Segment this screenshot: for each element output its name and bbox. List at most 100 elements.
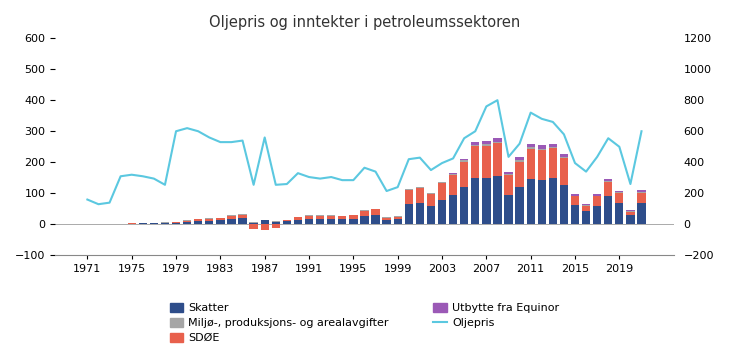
Bar bbox=[471, 142, 480, 145]
Bar bbox=[383, 217, 391, 218]
Bar bbox=[394, 217, 402, 219]
Bar bbox=[161, 222, 169, 223]
Bar bbox=[205, 221, 214, 225]
Bar bbox=[260, 220, 269, 225]
Bar bbox=[294, 217, 302, 220]
Bar bbox=[272, 222, 280, 225]
Bar bbox=[449, 174, 457, 175]
Bar bbox=[626, 210, 634, 211]
Bar bbox=[161, 223, 169, 225]
Bar bbox=[238, 215, 246, 218]
Bar bbox=[471, 146, 480, 178]
Bar bbox=[371, 215, 380, 225]
Bar bbox=[604, 196, 612, 225]
Bar bbox=[615, 203, 623, 225]
Bar bbox=[593, 197, 601, 207]
Bar bbox=[360, 210, 369, 211]
Bar bbox=[227, 219, 235, 225]
Bar bbox=[504, 175, 512, 195]
Bar bbox=[494, 138, 502, 142]
Bar bbox=[172, 223, 180, 225]
Bar bbox=[571, 194, 579, 196]
Bar bbox=[537, 145, 546, 149]
Bar bbox=[272, 225, 280, 228]
Bar bbox=[327, 219, 335, 225]
Bar bbox=[217, 220, 225, 225]
Bar bbox=[571, 196, 579, 197]
Bar bbox=[349, 219, 357, 225]
Bar bbox=[637, 192, 646, 193]
Bar bbox=[604, 183, 612, 196]
Bar bbox=[494, 176, 502, 225]
Bar bbox=[593, 207, 601, 225]
Bar bbox=[571, 204, 579, 225]
Bar bbox=[205, 219, 214, 221]
Bar bbox=[426, 193, 435, 194]
Bar bbox=[549, 178, 557, 225]
Bar bbox=[504, 172, 512, 174]
Bar bbox=[416, 188, 424, 203]
Bar bbox=[305, 215, 313, 216]
Bar bbox=[128, 224, 136, 225]
Bar bbox=[426, 207, 435, 225]
Bar bbox=[637, 190, 646, 192]
Bar bbox=[371, 209, 380, 215]
Bar bbox=[227, 215, 235, 216]
Bar bbox=[139, 223, 147, 225]
Bar bbox=[416, 187, 424, 188]
Bar bbox=[460, 187, 468, 225]
Bar bbox=[482, 145, 491, 178]
Bar bbox=[615, 191, 623, 192]
Bar bbox=[571, 197, 579, 204]
Bar bbox=[260, 225, 269, 230]
Bar bbox=[460, 160, 468, 162]
Bar bbox=[172, 222, 180, 223]
Bar bbox=[560, 185, 568, 225]
Bar bbox=[438, 183, 446, 184]
Bar bbox=[283, 221, 291, 225]
Bar bbox=[338, 219, 346, 225]
Bar bbox=[593, 196, 601, 197]
Bar bbox=[604, 179, 612, 181]
Bar bbox=[405, 190, 413, 204]
Bar bbox=[560, 157, 568, 158]
Bar bbox=[426, 194, 435, 207]
Bar bbox=[504, 195, 512, 225]
Bar bbox=[549, 147, 557, 148]
Bar bbox=[217, 218, 225, 220]
Bar bbox=[338, 216, 346, 219]
Bar bbox=[626, 211, 634, 212]
Bar bbox=[405, 189, 413, 190]
Bar bbox=[526, 179, 535, 225]
Bar bbox=[283, 220, 291, 221]
Bar bbox=[615, 193, 623, 203]
Bar bbox=[394, 219, 402, 225]
Bar bbox=[582, 206, 590, 211]
Bar bbox=[438, 181, 446, 183]
Bar bbox=[460, 162, 468, 187]
Legend: Skatter, Miljø-, produksjons- og arealavgifter, SDØE, Utbytte fra Equinor, Oljep: Skatter, Miljø-, produksjons- og arealav… bbox=[165, 298, 564, 347]
Bar bbox=[294, 220, 302, 225]
Bar bbox=[249, 222, 258, 225]
Bar bbox=[449, 195, 457, 225]
Bar bbox=[482, 178, 491, 225]
Bar bbox=[327, 216, 335, 219]
Bar bbox=[515, 162, 523, 187]
Bar bbox=[515, 187, 523, 225]
Bar bbox=[560, 158, 568, 185]
Bar bbox=[471, 178, 480, 225]
Bar bbox=[227, 216, 235, 219]
Bar bbox=[194, 220, 203, 221]
Bar bbox=[349, 215, 357, 219]
Bar bbox=[482, 144, 491, 145]
Bar bbox=[405, 204, 413, 225]
Bar bbox=[449, 173, 457, 174]
Bar bbox=[593, 194, 601, 196]
Bar bbox=[360, 216, 369, 225]
Bar bbox=[360, 211, 369, 216]
Bar bbox=[238, 214, 246, 215]
Bar bbox=[438, 200, 446, 225]
Bar bbox=[316, 219, 324, 225]
Bar bbox=[582, 204, 590, 205]
Bar bbox=[526, 149, 535, 179]
